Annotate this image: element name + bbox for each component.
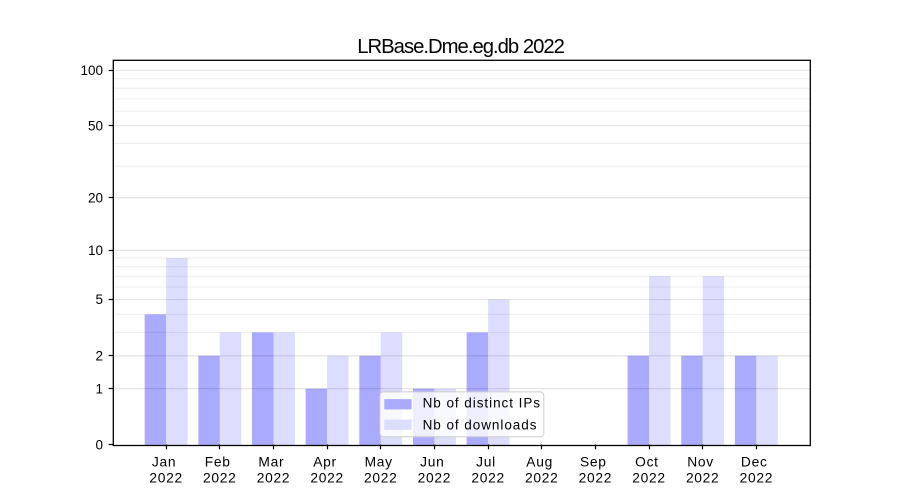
svg-text:2022: 2022 — [632, 470, 666, 485]
svg-text:2022: 2022 — [525, 470, 559, 485]
svg-text:Nb of downloads: Nb of downloads — [423, 417, 538, 432]
svg-text:5: 5 — [95, 292, 103, 307]
svg-text:2022: 2022 — [740, 470, 774, 485]
svg-text:Aug: Aug — [526, 454, 553, 469]
svg-text:2022: 2022 — [579, 470, 613, 485]
svg-text:LRBase.Dme.eg.db 2022: LRBase.Dme.eg.db 2022 — [357, 36, 564, 58]
svg-text:20: 20 — [88, 190, 103, 205]
svg-text:2022: 2022 — [203, 470, 237, 485]
svg-text:Mar: Mar — [258, 454, 284, 469]
svg-text:10: 10 — [88, 243, 103, 258]
svg-text:2022: 2022 — [310, 470, 344, 485]
svg-text:2022: 2022 — [418, 470, 452, 485]
svg-text:Jun: Jun — [420, 454, 444, 469]
svg-text:Jan: Jan — [152, 454, 176, 469]
svg-text:Apr: Apr — [313, 454, 337, 469]
svg-text:Sep: Sep — [580, 454, 607, 469]
svg-text:1: 1 — [95, 381, 103, 396]
svg-text:Oct: Oct — [635, 454, 659, 469]
svg-text:2022: 2022 — [364, 470, 398, 485]
svg-text:May: May — [365, 454, 393, 469]
svg-text:2022: 2022 — [471, 470, 505, 485]
svg-text:2022: 2022 — [257, 470, 291, 485]
svg-text:2022: 2022 — [686, 470, 720, 485]
svg-text:Nov: Nov — [687, 454, 714, 469]
svg-text:Feb: Feb — [205, 454, 231, 469]
svg-text:50: 50 — [88, 118, 103, 133]
svg-text:0: 0 — [95, 438, 103, 453]
svg-text:100: 100 — [80, 63, 103, 78]
svg-text:Dec: Dec — [741, 454, 768, 469]
svg-text:2: 2 — [95, 348, 103, 363]
svg-text:2022: 2022 — [149, 470, 183, 485]
svg-text:Jul: Jul — [476, 454, 496, 469]
svg-text:Nb of distinct IPs: Nb of distinct IPs — [423, 396, 541, 411]
